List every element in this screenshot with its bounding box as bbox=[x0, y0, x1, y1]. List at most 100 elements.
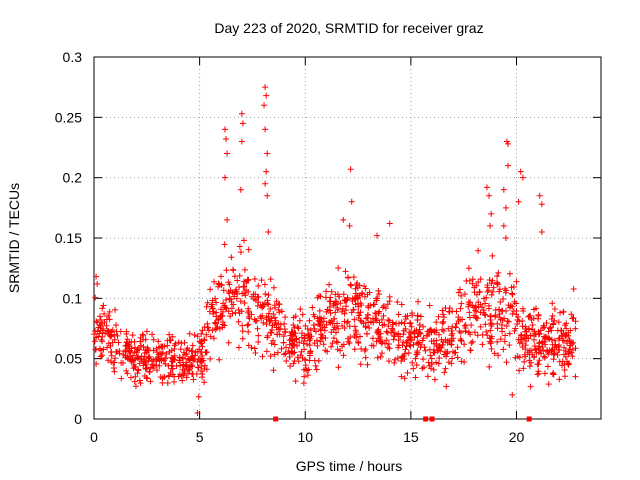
data-point bbox=[401, 375, 408, 382]
data-point bbox=[536, 330, 543, 337]
data-point bbox=[441, 369, 448, 376]
data-point bbox=[297, 352, 304, 359]
data-point bbox=[332, 329, 339, 336]
data-point bbox=[389, 319, 396, 326]
data-point bbox=[391, 332, 398, 339]
y-tick-label: 0.1 bbox=[63, 290, 83, 306]
data-point bbox=[271, 351, 278, 358]
data-point bbox=[322, 294, 329, 301]
data-point bbox=[410, 341, 417, 348]
data-point bbox=[181, 339, 188, 346]
data-point bbox=[407, 333, 414, 340]
data-point bbox=[113, 348, 120, 355]
data-point bbox=[281, 351, 288, 358]
data-point bbox=[497, 336, 504, 343]
data-point bbox=[108, 332, 115, 339]
data-point bbox=[402, 346, 409, 353]
data-point bbox=[544, 347, 551, 354]
data-point bbox=[198, 330, 205, 337]
data-point bbox=[539, 338, 546, 345]
data-point bbox=[212, 320, 219, 327]
data-point bbox=[126, 356, 133, 363]
data-point bbox=[263, 168, 270, 175]
y-tick-label: 0.05 bbox=[55, 351, 82, 367]
data-point bbox=[263, 92, 270, 99]
data-point bbox=[236, 272, 243, 279]
data-point bbox=[378, 350, 385, 357]
data-point bbox=[100, 302, 107, 309]
data-point bbox=[504, 318, 511, 325]
data-point bbox=[129, 332, 136, 339]
data-point bbox=[390, 329, 397, 336]
data-point bbox=[343, 303, 350, 310]
data-point bbox=[477, 309, 484, 316]
data-point bbox=[302, 362, 309, 369]
data-point bbox=[304, 341, 311, 348]
data-point bbox=[176, 354, 183, 361]
data-point bbox=[251, 345, 258, 352]
data-point bbox=[210, 310, 217, 317]
data-point bbox=[457, 305, 464, 312]
data-point bbox=[374, 232, 381, 239]
data-point bbox=[317, 326, 324, 333]
data-point bbox=[433, 319, 440, 326]
data-point bbox=[350, 306, 357, 313]
data-point bbox=[238, 110, 245, 117]
data-point bbox=[97, 316, 104, 323]
data-point bbox=[270, 367, 277, 374]
data-point bbox=[495, 269, 502, 276]
data-point bbox=[238, 308, 245, 315]
data-point bbox=[113, 322, 120, 329]
data-point bbox=[194, 364, 201, 371]
data-point bbox=[185, 364, 192, 371]
data-point bbox=[535, 370, 542, 377]
data-point bbox=[362, 285, 369, 292]
data-point bbox=[482, 312, 489, 319]
x-tick-label: 5 bbox=[196, 429, 204, 445]
data-point bbox=[486, 363, 493, 370]
tick-layer: 0 0.05 0.1 0.15 0.2 0.25 0.3 0 5 10 15 20 bbox=[55, 49, 601, 445]
data-point bbox=[180, 361, 187, 368]
data-point bbox=[221, 174, 228, 181]
data-point bbox=[359, 290, 366, 297]
data-point bbox=[555, 319, 562, 326]
data-point bbox=[199, 343, 206, 350]
data-point bbox=[294, 354, 301, 361]
data-point bbox=[477, 276, 484, 283]
data-point bbox=[123, 342, 130, 349]
data-point bbox=[228, 305, 235, 312]
data-point bbox=[167, 337, 174, 344]
data-point bbox=[316, 307, 323, 314]
data-point bbox=[271, 314, 278, 321]
data-point bbox=[307, 327, 314, 334]
data-point bbox=[231, 290, 238, 297]
data-point bbox=[105, 340, 112, 347]
data-point bbox=[225, 308, 232, 315]
data-point bbox=[137, 342, 144, 349]
data-point bbox=[401, 356, 408, 363]
data-point bbox=[506, 270, 513, 277]
data-point bbox=[146, 353, 153, 360]
data-point bbox=[301, 337, 308, 344]
data-point bbox=[326, 281, 333, 288]
data-point bbox=[549, 300, 556, 307]
data-point bbox=[301, 373, 308, 380]
data-point bbox=[506, 342, 513, 349]
data-point bbox=[318, 318, 325, 325]
data-point bbox=[364, 314, 371, 321]
data-point bbox=[272, 304, 279, 311]
data-point bbox=[357, 309, 364, 316]
data-point bbox=[526, 326, 533, 333]
data-point bbox=[223, 136, 230, 143]
data-point bbox=[477, 323, 484, 330]
data-point bbox=[306, 337, 313, 344]
data-point bbox=[420, 356, 427, 363]
data-point bbox=[527, 383, 534, 390]
data-point bbox=[342, 268, 349, 275]
data-point bbox=[502, 332, 509, 339]
data-point bbox=[108, 359, 115, 366]
data-point bbox=[91, 338, 98, 345]
data-point bbox=[548, 336, 555, 343]
data-point bbox=[268, 315, 275, 322]
data-point bbox=[262, 126, 269, 133]
